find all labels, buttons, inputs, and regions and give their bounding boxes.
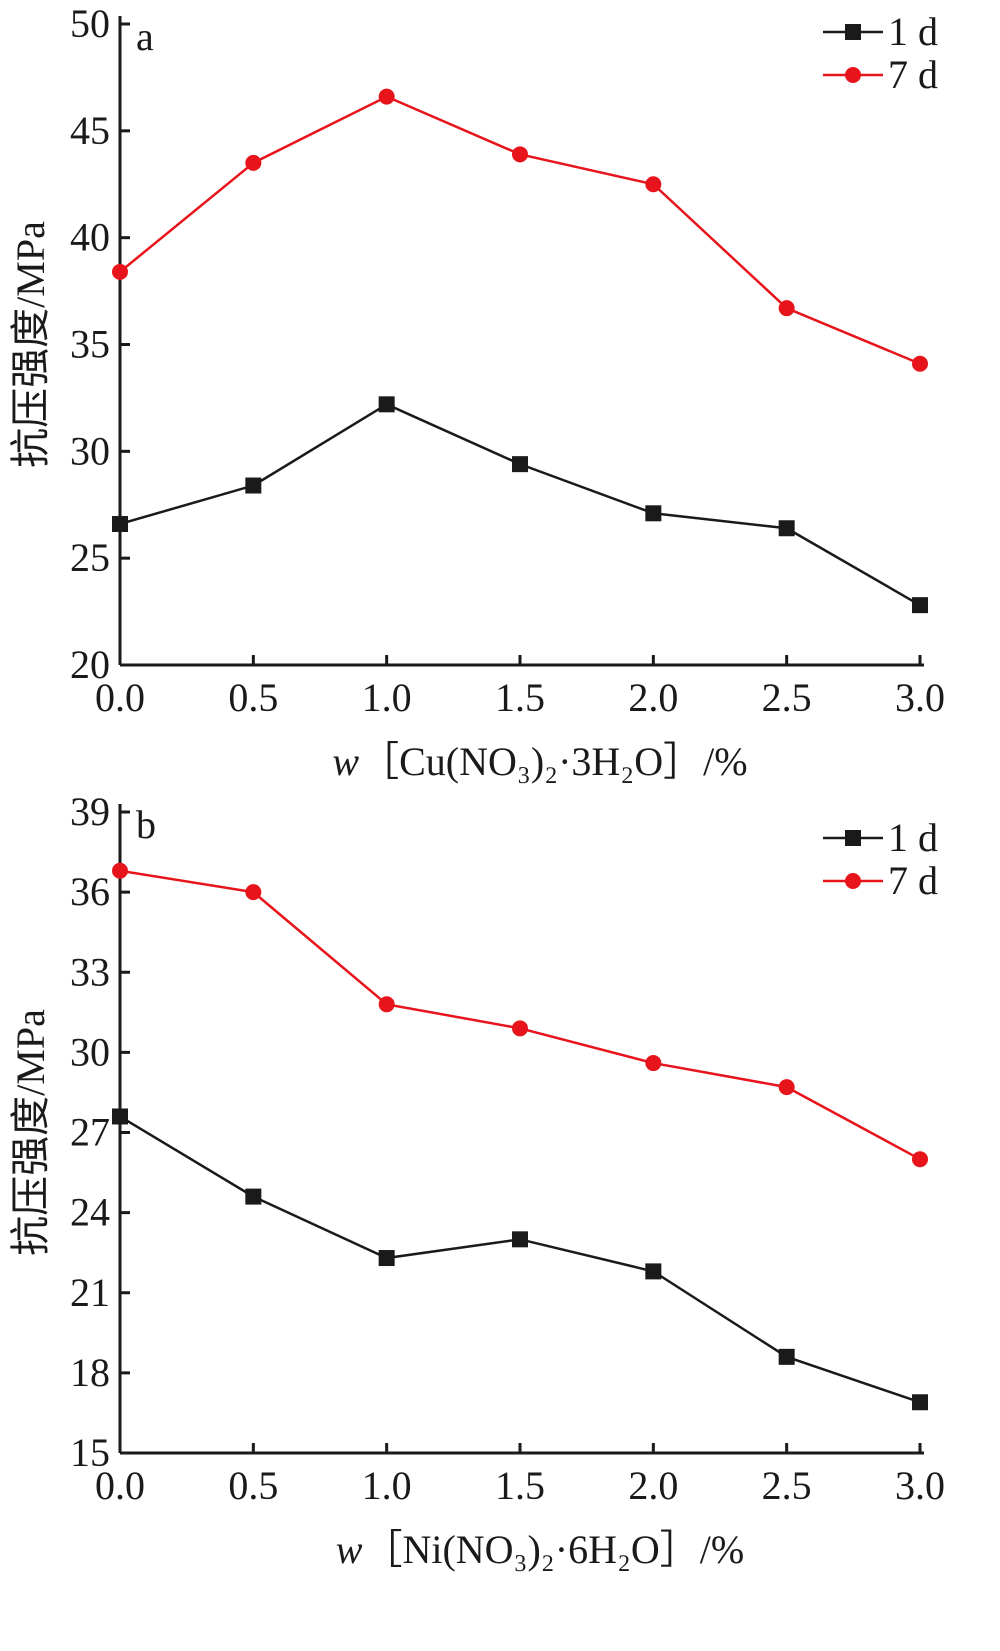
chart-a-series-7d-point <box>245 154 262 171</box>
chart-a-legend-label: 1 d <box>888 9 938 54</box>
chart-b-x-tick-label: 3.0 <box>895 1463 945 1508</box>
chart-a-series-7d-point <box>512 146 528 163</box>
chart-b-x-tick-label: 1.5 <box>495 1463 545 1508</box>
chart-a-legend-label: 7 d <box>888 52 938 97</box>
chart-b-series-7d-point <box>245 884 262 901</box>
chart-a-y-tick-label: 30 <box>70 428 110 473</box>
chart-b-series-7d-point <box>112 862 128 879</box>
chart-a-x-axis-label-var: w <box>332 739 359 784</box>
chart-b-series-7d-line <box>119 869 921 1161</box>
chart-b-series-7d-point <box>912 1151 928 1168</box>
chart-b-legend-label: 1 d <box>888 815 938 860</box>
chart-b-x-axis-label-formula: ［Ni(NO₃)₂·6H₂O］/% <box>362 1527 744 1572</box>
chart-b-legend-marker <box>845 830 861 846</box>
chart-b-x-axis-label: w［Ni(NO₃)₂·6H₂O］/% <box>336 1527 744 1572</box>
chart-b-y-tick-label: 21 <box>70 1270 110 1315</box>
chart-a-y-tick-label: 45 <box>70 108 110 153</box>
chart-b-series-7d-point <box>645 1055 662 1072</box>
chart-a-series-1d-point <box>645 505 662 522</box>
chart-a-x-tick-label: 0.5 <box>228 675 278 720</box>
chart-a-series-1d-point <box>912 597 928 614</box>
chart-a-y-tick-label: 50 <box>70 1 110 46</box>
chart-b-x-tick-label: 0.0 <box>95 1463 145 1508</box>
chart-b-legend-label: 7 d <box>888 858 938 903</box>
chart-a-series-7d-point <box>778 300 795 317</box>
chart-a-series-7d-point <box>912 355 928 372</box>
chart-a-panel-letter: a <box>136 14 154 59</box>
chart-a-y-tick-label: 40 <box>70 215 110 260</box>
chart-b-y-tick-label: 39 <box>70 789 110 834</box>
chart-b-y-tick-label: 36 <box>70 869 110 914</box>
chart-a-y-tick-label: 25 <box>70 535 110 580</box>
chart-a-y-tick-label: 20 <box>70 642 110 687</box>
chart-b-series-1d-point <box>245 1188 262 1205</box>
chart-b-series-7d-point <box>378 996 395 1013</box>
chart-b-x-tick-label: 2.5 <box>762 1463 812 1508</box>
chart-b-series-7d-point <box>512 1020 528 1037</box>
chart-a-series-1d-point <box>112 515 128 532</box>
chart-a-series-7d-point <box>378 88 395 105</box>
chart-b-series-7d-point <box>778 1079 795 1096</box>
chart-b-legend-marker <box>845 873 861 889</box>
chart-panel-a: 20 25 30 35 40 45 50 0.0 0.5 1.0 1.5 2.0 2.5 3.0 a 抗压强度… <box>8 1 945 784</box>
chart-b-series-1d-point <box>378 1250 395 1267</box>
chart-a-series-7d-point <box>112 263 128 280</box>
chart-b-y-axis-label: 抗压强度/MPa <box>8 1009 53 1256</box>
chart-b-y-tick-label: 33 <box>70 949 110 994</box>
chart-a-y-tick-label: 35 <box>70 322 110 367</box>
chart-a-x-axis-label-formula: ［Cu(NO₃)₂·3H₂O］/% <box>359 739 747 784</box>
chart-b-y-tick-label: 24 <box>70 1190 110 1235</box>
chart-a-x-tick-label: 1.0 <box>362 675 412 720</box>
chart-a-x-axis-label: w［Cu(NO₃)₂·3H₂O］/% <box>332 739 747 784</box>
chart-a-y-axis-label: 抗压强度/MPa <box>8 221 53 468</box>
chart-a-x-tick-label: 3.0 <box>895 675 945 720</box>
chart-b-series-1d-point <box>778 1348 795 1365</box>
chart-a-series-7d-line <box>119 95 921 365</box>
chart-b-y-tick-label: 27 <box>70 1110 110 1155</box>
chart-b-series-1d-point <box>645 1263 662 1280</box>
chart-b-x-tick-label: 1.0 <box>362 1463 412 1508</box>
chart-a-x-tick-label: 2.5 <box>762 675 812 720</box>
chart-a-series-1d-line <box>119 402 921 607</box>
chart-b-y-tick-label: 15 <box>70 1430 110 1475</box>
chart-a-x-tick-label: 1.5 <box>495 675 545 720</box>
chart-b-x-axis-label-var: w <box>336 1527 363 1572</box>
chart-b-series-1d-line <box>119 1115 921 1404</box>
chart-a-legend-marker <box>845 24 861 40</box>
chart-b-y-tick-label: 18 <box>70 1350 110 1395</box>
chart-b-series-1d-point <box>912 1394 928 1411</box>
chart-b-y-tick-label: 30 <box>70 1029 110 1074</box>
chart-b-x-tick-label: 0.5 <box>228 1463 278 1508</box>
chart-b-x-tick-label: 2.0 <box>628 1463 678 1508</box>
chart-a-series-7d-point <box>645 176 662 193</box>
chart-b-series-1d-point <box>112 1108 128 1125</box>
chart-a-x-tick-label: 2.0 <box>628 675 678 720</box>
chart-a-series-1d-point <box>245 477 262 494</box>
chart-a-series-1d-point <box>778 520 795 537</box>
chart-a-series-1d-point <box>512 456 528 473</box>
chart-a-legend-marker <box>845 67 861 83</box>
chart-panel-b: 15 18 21 24 27 30 33 36 39 0.0 0.5 1.0 1.5 2.0 2.5 3.0 b… <box>8 789 945 1572</box>
chart-a-x-tick-label: 0.0 <box>95 675 145 720</box>
chart-b-series-1d-point <box>512 1231 528 1248</box>
chart-b-panel-letter: b <box>136 802 156 847</box>
chart-a-series-1d-point <box>378 396 395 413</box>
